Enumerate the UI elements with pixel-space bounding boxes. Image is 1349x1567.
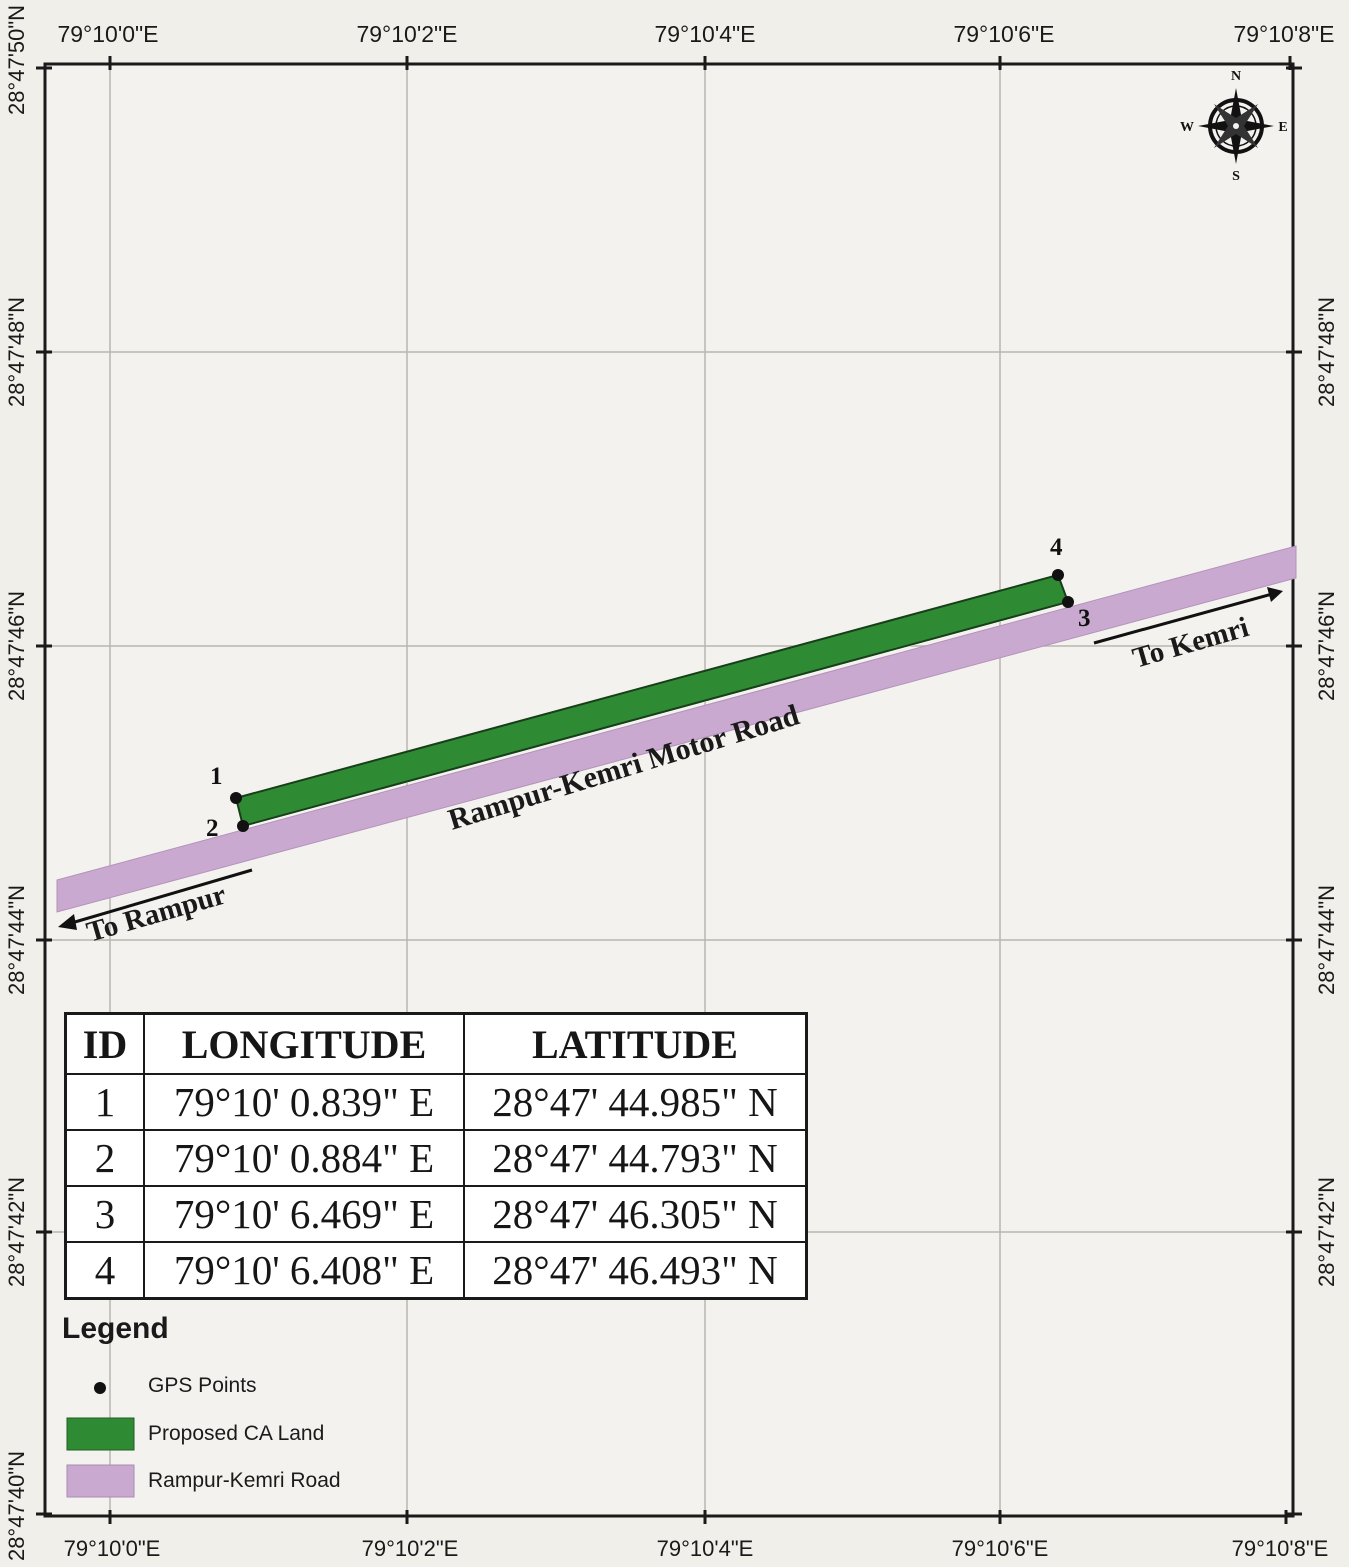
gps-point-2 xyxy=(237,820,249,832)
compass-s: S xyxy=(1232,169,1240,184)
cell-longitude: 79°10' 6.469" E xyxy=(143,1185,465,1243)
lon-label-top: 79°10'6"E xyxy=(953,21,1054,47)
table-row: 2 79°10' 0.884" E 28°47' 44.793" N xyxy=(64,1129,808,1187)
gps-coordinates-table: ID LONGITUDE LATITUDE 1 79°10' 0.839" E … xyxy=(64,1012,808,1300)
legend-label: GPS Points xyxy=(148,1374,257,1397)
lon-label-top: 79°10'4"E xyxy=(654,21,755,47)
lon-label-top: 79°10'0"E xyxy=(57,21,158,47)
gps-point-4 xyxy=(1052,569,1064,581)
cell-longitude: 79°10' 0.839" E xyxy=(143,1073,465,1131)
lat-label-left: 28°47'42"N xyxy=(4,1177,29,1287)
gps-point-icon xyxy=(94,1382,106,1394)
legend-item-road: Rampur-Kemri Road xyxy=(130,1469,341,1493)
table-header-row: ID LONGITUDE LATITUDE xyxy=(64,1012,808,1075)
cell-latitude: 28°47' 46.493" N xyxy=(463,1241,808,1300)
to-rampur-arrow xyxy=(67,868,253,926)
lat-label-left: 28°47'46"N xyxy=(4,591,29,701)
cell-latitude: 28°47' 44.793" N xyxy=(463,1129,808,1187)
gps-point-3 xyxy=(1062,596,1074,608)
table-row: 3 79°10' 6.469" E 28°47' 46.305" N xyxy=(64,1185,808,1243)
frame-ticks xyxy=(36,56,1302,1524)
legend-item-ca-land: Proposed CA Land xyxy=(130,1422,324,1446)
lat-label-right: 28°47'44"N xyxy=(1314,885,1339,995)
to-kemri-arrow xyxy=(1093,592,1273,645)
legend-swatch-road xyxy=(66,1464,135,1498)
compass-w: W xyxy=(1180,120,1194,135)
gps-label-2: 2 xyxy=(206,815,219,842)
lon-label-bottom: 79°10'2"E xyxy=(362,1536,459,1561)
cell-id: 2 xyxy=(64,1129,145,1187)
lon-label-bottom: 79°10'6"E xyxy=(952,1536,1049,1561)
cell-id: 1 xyxy=(64,1073,145,1131)
lat-label-left: 28°47'50"N xyxy=(4,5,29,115)
lat-label-left: 28°47'48"N xyxy=(4,297,29,407)
gps-label-1: 1 xyxy=(210,763,223,790)
gps-label-3: 3 xyxy=(1078,605,1091,632)
lat-label-right: 28°47'42"N xyxy=(1314,1177,1339,1287)
legend-label: Rampur-Kemri Road xyxy=(148,1469,341,1492)
table-row: 1 79°10' 0.839" E 28°47' 44.985" N xyxy=(64,1073,808,1131)
legend-title: Legend xyxy=(62,1312,169,1345)
legend-swatch-ca-land xyxy=(66,1417,135,1451)
compass-n: N xyxy=(1231,69,1241,84)
cell-id: 4 xyxy=(64,1241,145,1300)
cell-id: 3 xyxy=(64,1185,145,1243)
legend-label: Proposed CA Land xyxy=(148,1422,325,1445)
legend-item-gps-points: GPS Points xyxy=(130,1374,257,1398)
cell-latitude: 28°47' 46.305" N xyxy=(463,1185,808,1243)
compass-e: E xyxy=(1278,120,1287,135)
lat-label-left: 28°47'40"N xyxy=(4,1451,29,1561)
lat-label-right: 28°47'48"N xyxy=(1314,297,1339,407)
to-rampur-arrowhead xyxy=(58,914,77,930)
header-id: ID xyxy=(64,1012,145,1075)
lon-label-bottom: 79°10'0"E xyxy=(64,1536,161,1561)
rampur-kemri-road xyxy=(56,545,1297,913)
lon-label-top: 79°10'8"E xyxy=(1233,21,1334,47)
legend: Legend GPS Points Proposed CA Land Rampu… xyxy=(62,1312,422,1492)
cell-longitude: 79°10' 0.884" E xyxy=(143,1129,465,1187)
gps-point-1 xyxy=(230,792,242,804)
lat-label-right: 28°47'46"N xyxy=(1314,591,1339,701)
cell-longitude: 79°10' 6.408" E xyxy=(143,1241,465,1300)
header-longitude: LONGITUDE xyxy=(143,1012,465,1075)
cell-latitude: 28°47' 44.985" N xyxy=(463,1073,808,1131)
gps-label-4: 4 xyxy=(1050,534,1063,561)
table-row: 4 79°10' 6.408" E 28°47' 46.493" N xyxy=(64,1241,808,1300)
lon-label-top: 79°10'2"E xyxy=(356,21,457,47)
header-latitude: LATITUDE xyxy=(463,1012,808,1075)
lat-label-left: 28°47'44"N xyxy=(4,885,29,995)
to-kemri-arrowhead xyxy=(1267,587,1283,602)
lon-label-bottom: 79°10'4"E xyxy=(657,1536,754,1561)
compass-rose-icon xyxy=(1198,88,1274,164)
lon-label-bottom: 79°10'8"E xyxy=(1232,1536,1329,1561)
